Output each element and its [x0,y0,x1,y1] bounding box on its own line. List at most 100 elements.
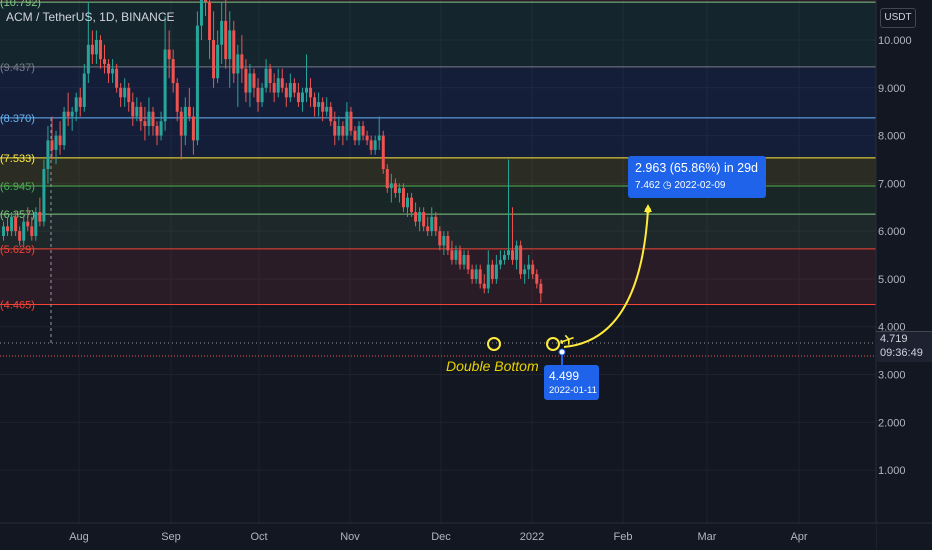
candle-body [321,102,325,112]
candle-body [131,102,135,117]
projection-end-point [645,207,651,213]
candle-body [470,269,474,279]
x-tick-label: Sep [161,531,181,543]
bar-countdown: 09:36:49 [880,347,923,359]
candle-body [171,59,175,84]
candle-body [434,216,438,232]
candle-body [523,269,527,275]
projection-curve [563,209,649,348]
double-bottom-label: Double Bottom [446,358,539,374]
low-point-marker [558,348,566,356]
y-tick-label: 8.000 [878,131,906,143]
x-tick-label: Feb [614,531,633,543]
y-tick-label: 6.000 [878,226,906,238]
candle-body [244,68,248,93]
candle-body [224,20,228,60]
candle-body [284,87,288,98]
candle-body [94,40,98,55]
candle-body [10,216,14,232]
candle-body [14,216,18,232]
price-axis-panel[interactable] [876,0,932,550]
candle-body [159,121,163,136]
candle-body [139,106,143,122]
candle-body [531,264,535,275]
candle-body [264,68,268,88]
candle-body [454,250,458,260]
candle-body [103,59,106,64]
candle-body [515,245,519,260]
fib-band [0,66,876,118]
candle-body [276,78,280,93]
y-tick-label: 2.000 [878,417,906,429]
candle-body [426,226,430,232]
candle-body [462,255,466,265]
candle-body [422,212,426,227]
candle-body [58,135,62,146]
candle-body [414,212,418,222]
candle-body [410,197,414,213]
candle-body [22,221,26,241]
target-callout[interactable]: 2.963 (65.86%) in 29d 7.462 ◷ 2022-02-09 [628,156,766,198]
candle-body [135,106,139,117]
x-tick-label: Aug [69,531,89,543]
candle-body [305,87,308,93]
candle-body [450,250,454,260]
candle-body [430,216,434,232]
candle-body [179,111,183,136]
candle-body [486,264,490,289]
candle-body [502,255,506,260]
y-tick-label: 10.000 [878,35,912,47]
candle-body [478,269,482,284]
candle-body [296,92,300,103]
candle-body [70,111,74,117]
currency-selector[interactable]: USDT [880,8,916,28]
candle-body [199,0,203,26]
y-tick-label: 4.000 [878,322,906,334]
candle-body [466,255,470,270]
x-tick-label: Mar [698,531,717,543]
low-price: 4.499 [549,369,580,383]
candle-body [256,87,260,103]
grid [0,0,876,523]
candle-body [74,97,78,112]
candle-body [90,44,94,55]
candle-body [393,183,397,193]
y-tick-label: 7.000 [878,178,906,190]
candle-body [107,63,111,74]
fib-level-label: (7.533) [0,153,35,165]
x-tick-label: Apr [790,531,807,543]
candle-body [325,106,329,112]
candle-body [365,135,369,141]
candle-body [78,97,82,107]
candle-body [280,78,284,88]
candle-body [397,188,401,193]
candlesticks [2,0,543,303]
candle-body [212,40,216,79]
time-axis-panel[interactable] [0,523,876,550]
airplane-icon [560,334,574,345]
candle-body [361,126,365,136]
candle-body [313,97,317,107]
candle-body [216,44,220,79]
candle-body [381,135,385,170]
target-change-text: 2.963 (65.86%) in 29d [635,161,759,175]
candle-body [458,250,462,265]
candle-body [191,116,195,141]
candle-body [401,188,405,208]
fib-band [0,248,876,305]
candle-body [183,106,187,136]
candle-body [240,54,244,69]
y-tick-label: 1.000 [878,465,906,477]
projection-drawing[interactable] [487,204,652,365]
low-callout[interactable]: 4.499 2022-01-11 [544,365,599,400]
candle-body [442,235,446,246]
y-axis-ticks: 1.000 2.000 3.000 4.000 5.000 6.000 7.000 8.000… [878,35,912,477]
candle-body [511,250,515,260]
candle-body [385,169,389,189]
fib-level-label: (10.792) [0,0,41,9]
double-bottom-circle-1 [487,337,501,351]
fib-level-label: (5.629) [0,244,35,256]
fib-level-label: (6.357) [0,209,35,221]
fib-level-label: (8.370) [0,113,35,125]
